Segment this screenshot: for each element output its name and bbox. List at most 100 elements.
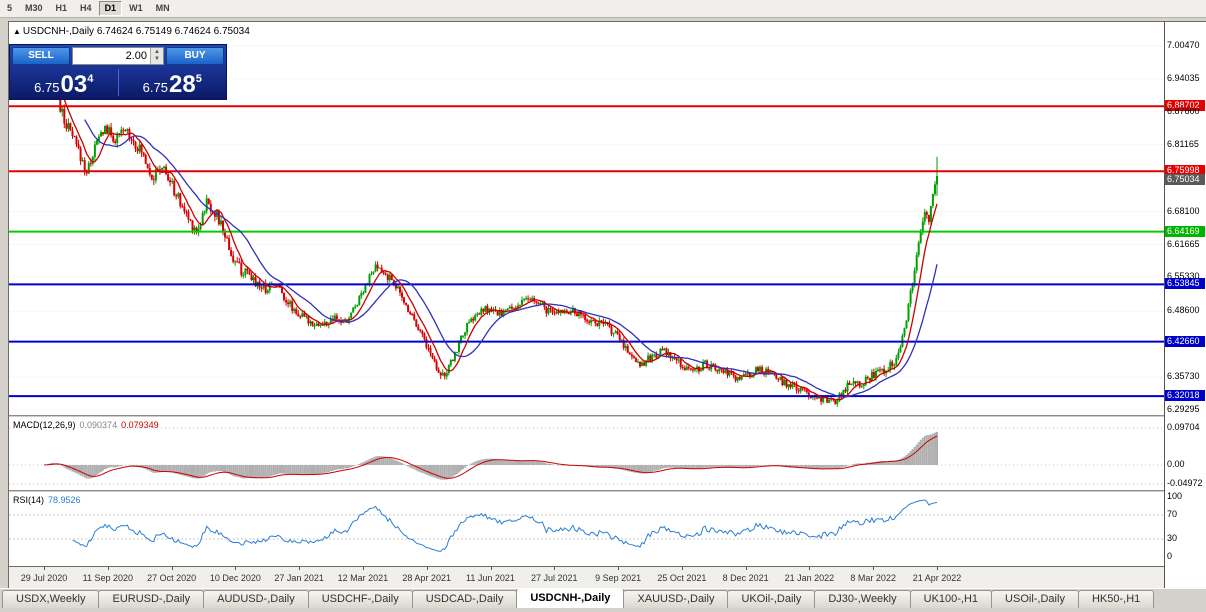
level-price-badge-red: 6.75998 bbox=[1165, 165, 1205, 177]
time-axis-tick bbox=[554, 567, 556, 570]
time-axis-tick bbox=[235, 567, 237, 570]
one-click-trading-panel: SELL 2.00 ▲ ▼ BUY 6.75 03 4 bbox=[9, 44, 227, 100]
chart-tab-usdcad-daily[interactable]: USDCAD-,Daily bbox=[411, 590, 518, 608]
timeframe-button-5[interactable]: 5 bbox=[7, 3, 13, 13]
chart-window: ▲ USDCNH-,Daily 6.74624 6.75149 6.74624 6… bbox=[0, 18, 1206, 588]
price-axis-label: 6.94035 bbox=[1167, 72, 1200, 83]
level-price-badge-blue: 6.32018 bbox=[1165, 390, 1205, 402]
level-price-badge-blue: 6.53845 bbox=[1165, 278, 1205, 290]
time-axis-label: 27 Oct 2020 bbox=[147, 573, 197, 583]
macd-axis-label: 0.09704 bbox=[1167, 422, 1200, 432]
one-click-collapse-icon[interactable]: ▲ bbox=[13, 27, 21, 36]
chart-tab-usdx-weekly[interactable]: USDX,Weekly bbox=[2, 590, 100, 608]
timeframe-button-h4[interactable]: H4 bbox=[80, 3, 92, 13]
timeframe-button-h1[interactable]: H1 bbox=[55, 3, 68, 13]
sell-price-sup: 4 bbox=[87, 73, 94, 85]
symbol-ohlc-label: ▲ USDCNH-,Daily 6.74624 6.75149 6.74624 6… bbox=[13, 26, 250, 37]
chart-tab-eurusd-daily[interactable]: EURUSD-,Daily bbox=[98, 590, 205, 608]
timeframe-button-d1[interactable]: D1 bbox=[98, 1, 123, 16]
chart-tab-hk50-h1[interactable]: HK50-,H1 bbox=[1077, 590, 1155, 608]
time-axis-tick bbox=[299, 567, 301, 570]
time-axis-label: 27 Jul 2021 bbox=[531, 573, 578, 583]
candlestick-chart-canvas[interactable] bbox=[9, 22, 1164, 415]
price-axis-label: 6.61665 bbox=[1167, 238, 1200, 249]
rsi-chart-canvas[interactable] bbox=[9, 493, 1164, 566]
macd-name: MACD(12,26,9) bbox=[13, 420, 76, 430]
time-axis-tick bbox=[44, 567, 45, 570]
macd-pane[interactable]: MACD(12,26,9) 0.090374 0.079349 bbox=[9, 418, 1164, 490]
chart-tab-usoil-daily[interactable]: USOil-,Daily bbox=[991, 590, 1079, 608]
macd-main-value: 0.090374 bbox=[79, 420, 118, 430]
time-axis-tick bbox=[809, 567, 811, 570]
sell-price[interactable]: 6.75 03 4 bbox=[10, 67, 118, 98]
level-price-badge-blue: 6.42660 bbox=[1165, 335, 1205, 347]
time-axis-tick bbox=[873, 567, 875, 570]
sell-button[interactable]: SELL bbox=[12, 47, 70, 65]
pane-divider[interactable] bbox=[9, 490, 1164, 493]
timeframe-button-m30[interactable]: M30 bbox=[25, 3, 43, 13]
price-axis-label: 6.55330 bbox=[1167, 270, 1200, 281]
time-axis-label: 25 Oct 2021 bbox=[657, 573, 707, 583]
price-axis-label: 6.35730 bbox=[1167, 371, 1200, 382]
time-axis-label: 28 Apr 2021 bbox=[402, 573, 451, 583]
rsi-axis-label: 100 bbox=[1167, 491, 1183, 501]
price-axis-label: 6.81165 bbox=[1167, 138, 1199, 149]
macd-axis-label: 0.00 bbox=[1167, 459, 1185, 469]
volume-value[interactable]: 2.00 bbox=[125, 50, 147, 62]
macd-label: MACD(12,26,9) 0.090374 0.079349 bbox=[13, 420, 159, 430]
chart-area: ▲ USDCNH-,Daily 6.74624 6.75149 6.74624 6… bbox=[8, 21, 1206, 588]
time-axis-tick bbox=[490, 567, 492, 570]
price-axis-label: 7.00470 bbox=[1167, 40, 1200, 50]
time-axis-tick bbox=[681, 567, 683, 570]
sell-price-head: 6.75 bbox=[34, 80, 60, 95]
chart-tab-usdchf-daily[interactable]: USDCHF-,Daily bbox=[307, 590, 413, 608]
chart-tab-ukoil-daily[interactable]: UKOil-,Daily bbox=[727, 590, 816, 608]
price-axis-label: 6.68100 bbox=[1167, 205, 1200, 216]
volume-down-icon[interactable]: ▼ bbox=[154, 56, 160, 62]
price-divider bbox=[117, 69, 119, 96]
volume-spinner[interactable]: 2.00 ▲ ▼ bbox=[72, 47, 164, 65]
chart-tab-audusd-daily[interactable]: AUDUSD-,Daily bbox=[203, 590, 309, 608]
ohlc-values: 6.74624 6.75149 6.74624 6.75034 bbox=[96, 26, 250, 37]
time-axis-tick bbox=[618, 567, 620, 570]
rsi-name: RSI(14) bbox=[13, 495, 45, 505]
time-axis-label: 10 Dec 2020 bbox=[209, 573, 261, 583]
time-axis-label: 21 Jan 2022 bbox=[784, 573, 835, 583]
chart-tab-dj30-weekly[interactable]: DJ30-,Weekly bbox=[814, 590, 911, 608]
current-price-badge: 6.75034 bbox=[1165, 174, 1205, 186]
price-axis-label: 6.29295 bbox=[1167, 404, 1200, 414]
chart-tab-uk100-h1[interactable]: UK100-,H1 bbox=[909, 590, 993, 608]
time-axis-label: 27 Jan 2021 bbox=[274, 573, 324, 583]
price-axis-label: 6.87600 bbox=[1167, 105, 1200, 116]
volume-up-icon[interactable]: ▲ bbox=[154, 49, 160, 56]
rsi-axis-label: 0 bbox=[1167, 551, 1173, 561]
price-pane[interactable]: ▲ USDCNH-,Daily 6.74624 6.75149 6.74624 6… bbox=[9, 22, 1164, 415]
time-axis-tick bbox=[171, 567, 173, 570]
price-axis-label: 6.48600 bbox=[1167, 305, 1200, 316]
timeframe-toolbar: 5 M30 H1 H4 D1 W1 MN bbox=[0, 0, 1206, 18]
time-axis[interactable]: 29 Jul 2020 11 Sep 2020 27 Oct 2020 10 Dec … bbox=[9, 566, 1164, 588]
buy-price[interactable]: 6.75 28 5 bbox=[119, 67, 227, 98]
time-axis-label: 9 Sep 2021 bbox=[595, 573, 642, 583]
timeframe-button-mn[interactable]: MN bbox=[155, 3, 170, 13]
buy-price-big: 28 bbox=[168, 70, 196, 98]
price-axis[interactable]: 7.00470 6.94035 6.88702 6.87600 6.81165 6.759… bbox=[1164, 22, 1206, 588]
buy-button[interactable]: BUY bbox=[166, 47, 224, 65]
window-bottom-edge bbox=[0, 608, 1206, 612]
rsi-pane[interactable]: RSI(14) 78.9526 bbox=[9, 493, 1164, 566]
volume-spinner-arrows[interactable]: ▲ ▼ bbox=[150, 48, 163, 64]
time-axis-tick bbox=[107, 567, 109, 570]
pane-divider[interactable] bbox=[9, 415, 1164, 418]
time-axis-tick bbox=[426, 567, 428, 570]
time-axis-label: 21 Apr 2022 bbox=[912, 573, 962, 583]
time-axis-label: 29 Jul 2020 bbox=[20, 573, 68, 583]
macd-axis-label: -0.04972 bbox=[1167, 477, 1203, 488]
chart-tab-xauusd-daily[interactable]: XAUUSD-,Daily bbox=[623, 590, 729, 608]
macd-signal-value: 0.079349 bbox=[121, 420, 159, 430]
rsi-axis-label: 70 bbox=[1167, 509, 1178, 519]
chart-tabs-bar: USDX,Weekly EURUSD-,Daily AUDUSD-,Daily USD… bbox=[0, 588, 1206, 608]
timeframe-button-w1[interactable]: W1 bbox=[129, 3, 143, 13]
chart-tab-usdcnh-daily[interactable]: USDCNH-,Daily bbox=[516, 589, 625, 608]
macd-chart-canvas[interactable] bbox=[9, 418, 1164, 490]
